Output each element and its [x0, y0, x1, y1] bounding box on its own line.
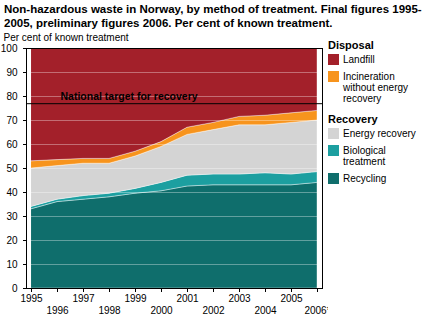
- svg-text:Per cent of known treatment: Per cent of known treatment: [4, 32, 129, 43]
- html-text:Recycling: Recycling: [343, 173, 387, 184]
- svg-text:40: 40: [6, 187, 18, 198]
- svg-text:National target for recovery: National target for recovery: [61, 90, 198, 102]
- html-text:Incineration without energy re: Incineration without energy recovery: [343, 71, 408, 104]
- svg-text:80: 80: [6, 91, 18, 102]
- svg-text:2005: 2005: [280, 293, 303, 304]
- svg-text:50: 50: [6, 163, 18, 174]
- svg-text:2000: 2000: [150, 305, 173, 316]
- svg-text:1999: 1999: [124, 293, 147, 304]
- html-text:Disposal: Disposal: [328, 39, 374, 51]
- svg-text:20: 20: [6, 235, 18, 246]
- svg-text:2001: 2001: [176, 293, 199, 304]
- svg-text:30: 30: [6, 211, 18, 222]
- html-text:Energy recovery: Energy recovery: [343, 128, 416, 139]
- html-text:Biological treatment: Biological treatment: [343, 145, 386, 167]
- svg-text:60: 60: [6, 139, 18, 150]
- svg-text:1997: 1997: [72, 293, 95, 304]
- svg-text:10: 10: [6, 259, 18, 270]
- svg-text:1995: 1995: [20, 293, 43, 304]
- svg-text:0: 0: [12, 283, 18, 294]
- html-text:Non-hazardous waste in Norway,: Non-hazardous waste in Norway, by method…: [4, 3, 422, 29]
- svg-text:2003: 2003: [228, 293, 251, 304]
- svg-text:90: 90: [6, 67, 18, 78]
- svg-text:2006*: 2006*: [304, 305, 328, 316]
- svg-text:100: 100: [1, 43, 18, 54]
- svg-text:1998: 1998: [98, 305, 121, 316]
- html-text:Landfill: Landfill: [343, 54, 375, 65]
- svg-text:2002: 2002: [202, 305, 225, 316]
- svg-text:70: 70: [6, 115, 18, 126]
- svg-text:1996: 1996: [46, 305, 69, 316]
- svg-text:2004: 2004: [254, 305, 277, 316]
- html-text:Recovery: Recovery: [328, 113, 378, 125]
